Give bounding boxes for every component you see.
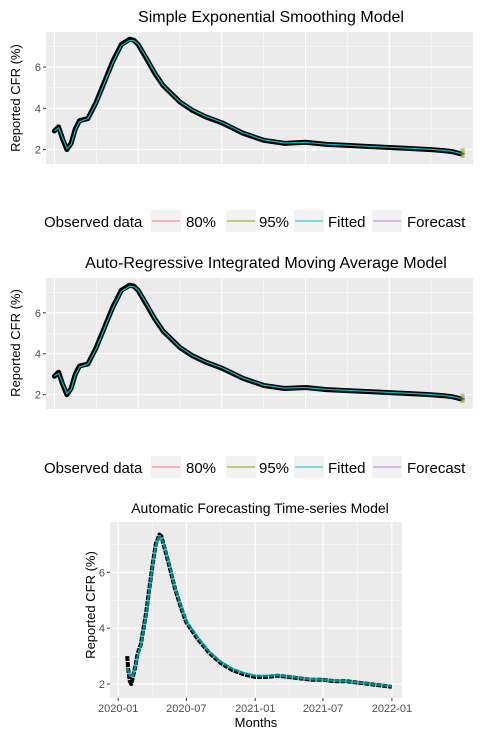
y-tick-label: 2	[35, 390, 41, 402]
chart-3-panel	[110, 522, 402, 698]
chart-1-y-ticks: 2 4 6	[35, 62, 46, 157]
chart-2-panel	[46, 278, 473, 409]
y-tick-label: 4	[35, 103, 41, 115]
fitted-series-line	[126, 534, 393, 688]
y-tick-label: 6	[99, 567, 105, 579]
chart-2-y-ticks: 2 4 6	[35, 308, 46, 402]
legend-2-observed-label: Observed data	[44, 460, 143, 477]
chart-3-ylabel: Reported CFR (%)	[83, 551, 98, 659]
x-tick-label: 2021-07	[303, 703, 343, 715]
y-tick-label: 2	[99, 679, 105, 691]
chart-3-title: Automatic Forecasting Time-series Model	[131, 500, 389, 516]
y-tick-label: 4	[99, 623, 105, 635]
legend-1-observed-label: Observed data	[44, 214, 143, 231]
chart-1-panel	[46, 32, 473, 164]
legend-2-fitted-key	[294, 456, 324, 478]
legend-2-95-key	[226, 456, 256, 478]
chart-1-title: Simple Exponential Smoothing Model	[138, 9, 404, 26]
y-tick-label: 6	[35, 308, 41, 320]
chart-3-xlabel: Months	[235, 715, 278, 730]
chart-3: Automatic Forecasting Time-series Model …	[83, 500, 412, 730]
chart-3-marks	[125, 532, 393, 689]
y-tick-label: 2	[35, 145, 41, 157]
legend-1-fitted-label: Fitted	[328, 214, 366, 231]
chart-1: Simple Exponential Smoothing Model Repor…	[8, 9, 473, 171]
x-tick-label: 2021-01	[235, 703, 275, 715]
chart-1-marks	[51, 36, 465, 158]
legend-2-95-label: 95%	[259, 460, 289, 477]
x-tick-label: 2020-01	[98, 703, 138, 715]
legend-1-95-label: 95%	[259, 214, 289, 231]
fitted-series-line	[54, 39, 461, 155]
y-tick-label: 4	[35, 349, 41, 361]
legend-2-forecast-label: Forecast	[407, 460, 466, 477]
chart-1-ylabel: Reported CFR (%)	[8, 44, 23, 152]
legend-1: Observed data 80% 95% Fitted Forecast	[44, 210, 466, 232]
legend-2-fitted-label: Fitted	[328, 460, 366, 477]
legend-1-forecast-key	[372, 210, 402, 232]
legend-1-fitted-key	[294, 210, 324, 232]
chart-2-title: Auto-Regressive Integrated Moving Averag…	[85, 255, 447, 272]
x-tick-label: 2022-01	[372, 703, 412, 715]
legend-1-80-key	[151, 210, 181, 232]
chart-3-x-ticks: 2020-01 2020-07 2021-01 2021-07 2022-01	[98, 698, 412, 715]
x-tick-label: 2020-07	[166, 703, 206, 715]
chart-2-marks	[51, 282, 465, 403]
legend-1-80-label: 80%	[186, 214, 216, 231]
legend-2-80-label: 80%	[186, 460, 216, 477]
chart-2: Auto-Regressive Integrated Moving Averag…	[8, 255, 473, 416]
chart-3-y-ticks: 2 4 6	[99, 567, 110, 691]
legend-1-95-key	[226, 210, 256, 232]
legend-1-forecast-label: Forecast	[407, 214, 466, 231]
chart-2-gridlines	[46, 278, 473, 416]
y-tick-label: 6	[35, 62, 41, 74]
chart-2-ylabel: Reported CFR (%)	[8, 289, 23, 397]
legend-2: Observed data 80% 95% Fitted Forecast	[44, 456, 466, 478]
legend-2-forecast-key	[372, 456, 402, 478]
legend-2-80-key	[151, 456, 181, 478]
fitted-series-line	[54, 285, 461, 400]
